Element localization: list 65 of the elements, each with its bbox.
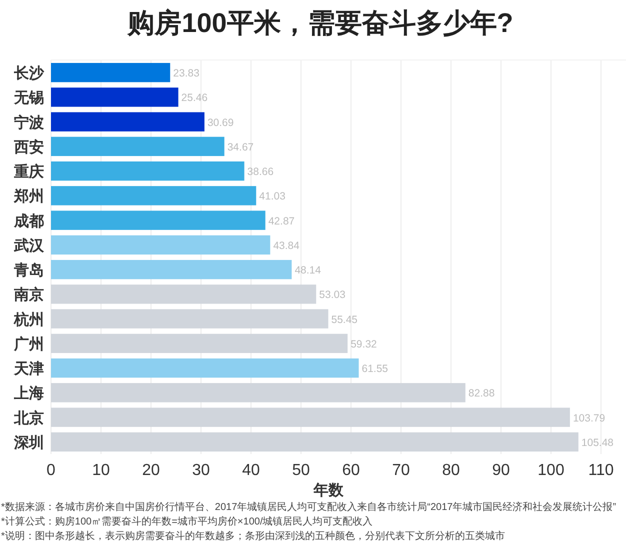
bar (51, 334, 348, 354)
bar (51, 284, 316, 304)
bar (51, 235, 270, 255)
data-label: 105.48 (581, 436, 614, 449)
data-label: 25.46 (181, 92, 208, 104)
x-tick-label: 30 (192, 462, 210, 479)
x-tick-label: 70 (392, 462, 410, 479)
bar (51, 432, 578, 452)
bar (51, 358, 359, 378)
bar (51, 136, 224, 156)
y-tick-label: 青岛 (13, 262, 44, 280)
x-tick-label: 90 (492, 462, 510, 479)
bar (51, 309, 328, 328)
data-label: 30.69 (207, 116, 234, 129)
text: *数据来源：各城市房价来自中国房价行情平台、2017年城镇居民人均可支配收入来自各市统计局“2017年城市国民经济和社会发展统计公报” (1, 501, 616, 513)
data-label: 38.66 (247, 166, 274, 178)
y-tick-label: 上海 (13, 385, 44, 402)
y-tick-label: 杭州 (13, 310, 44, 328)
bar (51, 383, 466, 402)
data-label: 42.87 (268, 215, 295, 228)
bar (51, 408, 570, 427)
y-tick-label: 天津 (13, 360, 44, 378)
data-label: 23.83 (173, 68, 200, 80)
bar (51, 210, 266, 230)
y-tick-label: 长沙 (13, 65, 45, 82)
y-tick-label: 重庆 (13, 162, 44, 181)
y-tick-label: 广州 (13, 334, 44, 353)
text: *计算公式：购房100㎡需要奋斗的年数=城市平均房价×100/城镇居民人均可支配收入 (1, 516, 373, 528)
x-tick-label: 50 (292, 462, 310, 479)
y-tick-label: 武汉 (13, 237, 45, 254)
x-tick-label: 60 (342, 462, 360, 479)
x-tick-label: 20 (142, 462, 160, 479)
bar (51, 62, 170, 82)
bar (51, 161, 244, 181)
y-tick-label: 西安 (13, 138, 44, 156)
bar (51, 260, 292, 280)
x-tick-label: 100 (538, 462, 564, 479)
chart-title: 购房100平米，需要奋斗多少年? (126, 8, 514, 38)
x-tick-label: 0 (46, 462, 56, 479)
y-tick-label: 成都 (13, 212, 44, 230)
y-tick-label: 南京 (13, 286, 44, 304)
bar (51, 186, 256, 206)
y-tick-label: 郑州 (13, 188, 44, 206)
data-label: 53.03 (319, 289, 346, 302)
data-label: 55.45 (331, 314, 358, 326)
data-label: 48.14 (294, 264, 322, 277)
data-label: 59.32 (350, 338, 378, 350)
bar (51, 88, 178, 107)
x-tick-label: 40 (242, 462, 260, 479)
bar (51, 112, 204, 132)
x-tick-label: 10 (92, 462, 110, 479)
y-tick-label: 无锡 (13, 90, 44, 107)
data-label: 43.84 (273, 240, 300, 252)
data-label: 41.03 (259, 190, 286, 203)
y-tick-label: 深圳 (13, 434, 44, 452)
data-label: 82.88 (468, 388, 495, 400)
x-tick-label: 80 (442, 462, 460, 479)
x-axis-title: 年数 (312, 482, 344, 499)
text: *说明：图中条形越长，表示购房需要奋斗的年数越多；条形由深到浅的五种颜色，分别代表下文所分析的五类城市 (1, 530, 505, 542)
y-tick-label: 北京 (13, 408, 44, 427)
data-label: 34.67 (227, 141, 254, 154)
data-label: 61.55 (362, 363, 388, 376)
y-tick-label: 宁波 (14, 113, 44, 132)
x-tick-label: 110 (588, 462, 614, 479)
data-label: 103.79 (572, 412, 606, 424)
